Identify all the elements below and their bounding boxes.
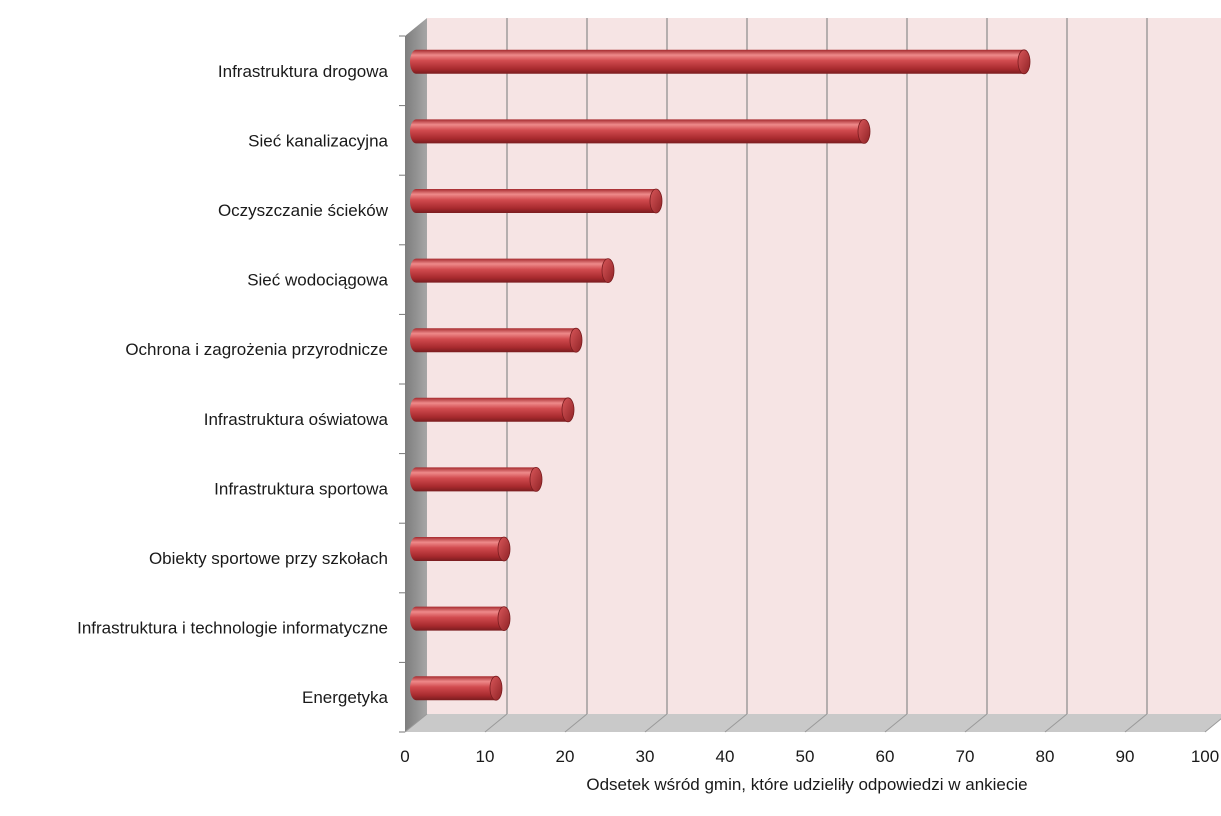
x-axis-title: Odsetek wśród gmin, które udzieliły odpo… bbox=[586, 775, 1027, 794]
bar-body bbox=[410, 328, 582, 353]
x-tick-label: 100 bbox=[1191, 747, 1219, 766]
floor-gridline bbox=[964, 713, 988, 733]
bar-body bbox=[410, 676, 503, 701]
x-tick-label: 80 bbox=[1036, 747, 1055, 766]
floor-gridline bbox=[724, 713, 748, 733]
floor-gridline bbox=[484, 713, 508, 733]
category-label: Ochrona i zagrożenia przyrodnicze bbox=[125, 340, 388, 359]
bar-cap bbox=[601, 258, 615, 284]
category-label: Sieć kanalizacyjna bbox=[248, 131, 388, 150]
floor-gridline bbox=[804, 713, 828, 733]
floor-gridline bbox=[1044, 713, 1068, 733]
category-label: Infrastruktura drogowa bbox=[218, 62, 389, 81]
bar-body bbox=[410, 119, 870, 144]
x-tick-label: 30 bbox=[636, 747, 655, 766]
category-labels: Infrastruktura drogowa Sieć kanalizacyjna… bbox=[77, 62, 389, 707]
category-label: Oczyszczanie ścieków bbox=[218, 201, 389, 220]
category-label: Energetyka bbox=[302, 688, 389, 707]
bar-cap bbox=[497, 606, 511, 631]
bar-cap bbox=[561, 397, 575, 423]
bar-body bbox=[410, 397, 574, 422]
bar bbox=[410, 118, 871, 144]
x-tick-label: 20 bbox=[556, 747, 575, 766]
category-label: Sieć wodociągowa bbox=[247, 271, 388, 290]
bar-body bbox=[410, 467, 542, 492]
category-label: Infrastruktura oświatowa bbox=[204, 410, 389, 429]
floor-gridline bbox=[1204, 718, 1221, 733]
floor-gridline bbox=[1124, 713, 1148, 733]
x-tick-label: 0 bbox=[400, 747, 409, 766]
bar-body bbox=[410, 606, 510, 631]
x-tick-label: 10 bbox=[476, 747, 495, 766]
x-tick-label: 90 bbox=[1116, 747, 1135, 766]
x-tick-label: 60 bbox=[876, 747, 895, 766]
bar-cap bbox=[857, 118, 871, 144]
floor-gridline bbox=[644, 713, 668, 733]
bar-body bbox=[410, 258, 614, 283]
bar bbox=[410, 327, 583, 353]
bar-cap bbox=[497, 536, 511, 562]
bar-cap bbox=[649, 188, 663, 214]
bar bbox=[410, 606, 511, 631]
floor-gridline bbox=[884, 713, 908, 733]
x-tick-label: 50 bbox=[796, 747, 815, 766]
bar bbox=[410, 397, 575, 423]
x-tick-label: 70 bbox=[956, 747, 975, 766]
x-axis-ticks: 0 10 20 30 40 50 60 70 80 90 100 bbox=[400, 747, 1219, 766]
bar bbox=[410, 49, 1031, 75]
bar bbox=[410, 188, 663, 214]
bar-cap bbox=[1017, 49, 1031, 75]
category-label: Infrastruktura sportowa bbox=[214, 479, 388, 498]
bar bbox=[410, 536, 511, 562]
bar bbox=[410, 466, 543, 492]
floor-gridline bbox=[404, 713, 428, 733]
bar-body bbox=[410, 537, 510, 561]
bar-cap bbox=[529, 466, 543, 492]
category-label: Infrastruktura i technologie informatycz… bbox=[77, 619, 388, 638]
category-label: Obiekty sportowe przy szkołach bbox=[149, 549, 388, 568]
x-tick-label: 40 bbox=[716, 747, 735, 766]
bar-body bbox=[410, 189, 662, 213]
bar-cap bbox=[489, 675, 503, 701]
bar-cap bbox=[569, 327, 583, 353]
bar-body bbox=[410, 49, 1030, 74]
bar bbox=[410, 258, 615, 284]
floor bbox=[405, 714, 1221, 732]
floor-gridline bbox=[564, 713, 588, 733]
bars bbox=[410, 49, 1031, 701]
bar bbox=[410, 675, 503, 701]
